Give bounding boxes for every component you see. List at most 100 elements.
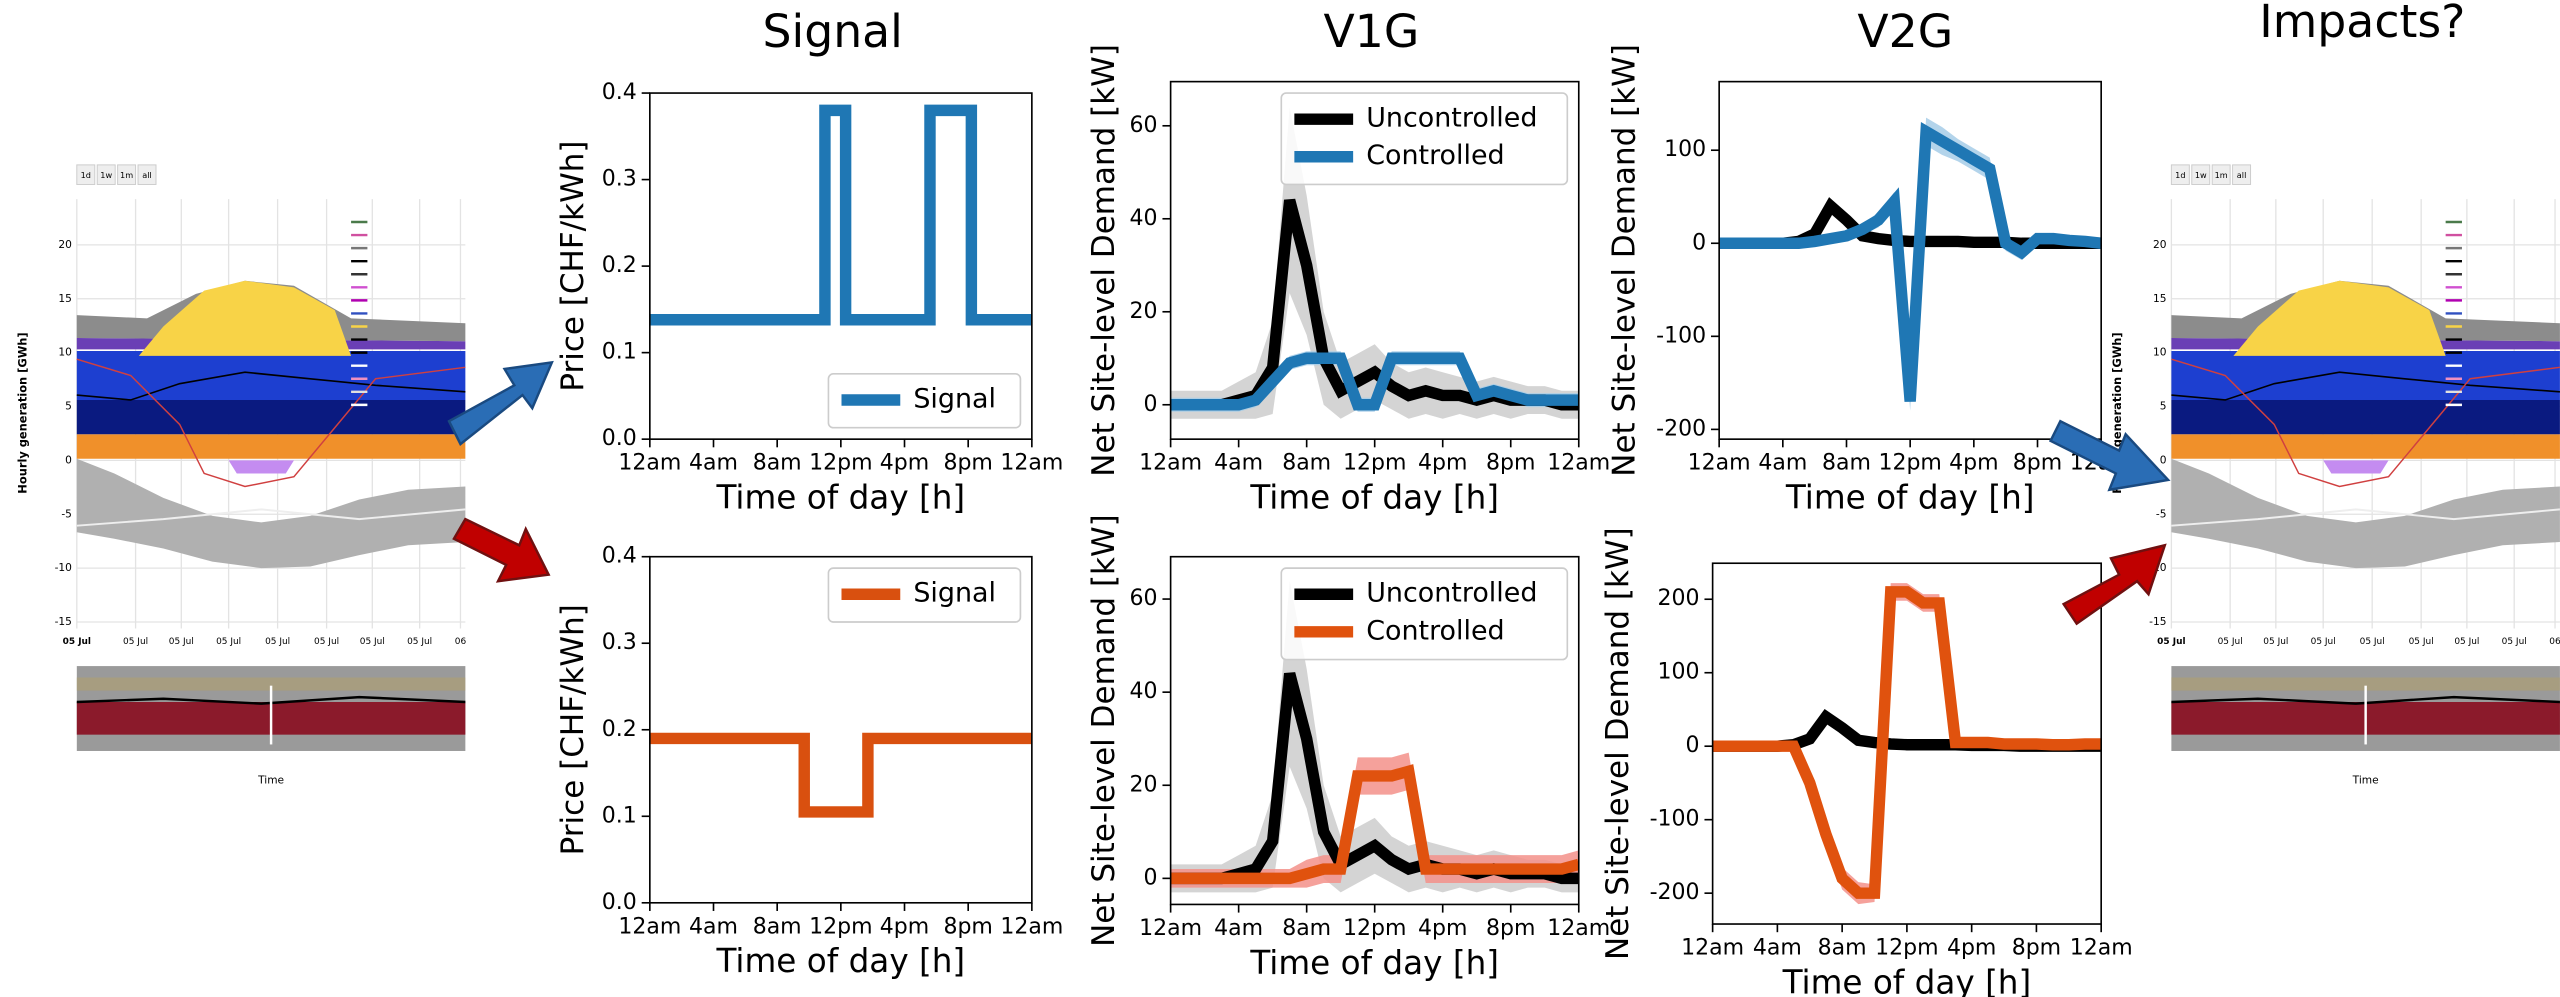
legend-label: Signal	[913, 578, 996, 609]
legend: UncontrolledControlled	[1281, 568, 1567, 659]
series-line	[650, 738, 1032, 812]
x-tick-label: 8am	[753, 914, 802, 939]
y-tick-label: 0.1	[602, 803, 637, 828]
dash-area	[77, 434, 466, 458]
y-tick-label: 0	[1144, 392, 1158, 417]
dash-x-tick: 05 Jul	[2218, 637, 2243, 647]
x-tick-label: 12am	[1000, 914, 1063, 939]
legend-label: Uncontrolled	[1366, 578, 1537, 609]
dash-x-tick: 06	[455, 637, 467, 647]
legend: Uncontrolled Controlled	[1281, 93, 1567, 184]
dash-area	[229, 460, 294, 473]
x-tick-label: 12pm	[809, 451, 872, 476]
x-tick-label: 4am	[1753, 936, 1802, 961]
range-button-label: 1d	[2175, 170, 2185, 180]
x-tick-label: 12am	[1139, 916, 1202, 941]
dash-x-tick: 05 Jul	[169, 637, 194, 647]
x-tick-label: 12pm	[1875, 936, 1938, 961]
y-axis-label: Net Site-level Demand [kW]	[1086, 514, 1122, 947]
y-tick-label: 0.0	[602, 890, 637, 915]
dash-x-tick: 05 Jul	[123, 637, 148, 647]
x-tick-label: 4am	[1214, 451, 1263, 476]
dash-x-tick: 05 Jul	[2157, 637, 2185, 647]
dash-x-tick: 05 Jul	[265, 637, 290, 647]
y-tick-label: -200	[1656, 416, 1706, 441]
dash-area	[2323, 460, 2388, 473]
x-tick-label: 12am	[1688, 451, 1751, 476]
x-tick-label: 8pm	[2012, 936, 2061, 961]
x-axis-label: Time of day [h]	[716, 942, 966, 980]
legend-label: Signal	[913, 383, 996, 414]
dash-x-label: Time	[257, 773, 284, 786]
x-axis-label: Time of day [h]	[1782, 963, 2032, 997]
x-axis-label: Time of day [h]	[1249, 944, 1499, 982]
y-tick-label: 100	[1664, 137, 1706, 162]
x-axis-label: Time of day [h]	[716, 479, 966, 517]
dash-y-tick: 5	[2160, 400, 2167, 413]
x-tick-label: 8am	[753, 451, 802, 476]
column-title: Impacts?	[2259, 0, 2465, 48]
y-tick-label: -100	[1650, 807, 1700, 832]
x-axis-label: Time of day [h]	[1785, 479, 2035, 517]
x-tick-label: 8am	[1822, 451, 1871, 476]
dash-y-tick: 10	[2153, 346, 2167, 359]
dash-x-tick: 05 Jul	[216, 637, 241, 647]
dash-x-tick: 05 Jul	[2454, 637, 2479, 647]
dash-y-tick: -10	[55, 561, 73, 574]
plot	[650, 738, 1032, 812]
legend-label: Controlled	[1366, 140, 1504, 171]
legend-label: Uncontrolled	[1366, 103, 1537, 134]
dash-y-tick: 15	[2153, 292, 2167, 305]
x-tick-label: 8am	[1282, 451, 1331, 476]
dash-area	[2171, 434, 2560, 458]
y-tick-label: -200	[1650, 880, 1700, 905]
range-button-label: 1d	[81, 170, 91, 180]
x-tick-label: 4am	[1214, 916, 1263, 941]
dash-x-tick: 05 Jul	[360, 637, 385, 647]
dash-y-tick: 20	[58, 238, 72, 251]
y-tick-label: 0	[1692, 230, 1706, 255]
column-title: V1G	[1324, 5, 1420, 58]
dash-x-tick: 05 Jul	[2502, 637, 2527, 647]
column-title: V2G	[1857, 5, 1953, 58]
series-line	[1171, 200, 1579, 405]
x-tick-label: 12am	[1547, 451, 1610, 476]
x-tick-label: 8pm	[1486, 916, 1535, 941]
y-tick-label: 0	[1686, 733, 1700, 758]
y-tick-label: 0.0	[602, 426, 637, 451]
dashboard: 1d1w1mall20151050-5-10-1505 Jul05 Jul05 …	[15, 165, 466, 786]
x-tick-label: 8pm	[1486, 451, 1535, 476]
dash-y-tick: 20	[2153, 238, 2167, 251]
range-button-label: all	[142, 170, 152, 180]
dash-y-tick: -5	[61, 507, 72, 520]
y-tick-label: 40	[1130, 206, 1158, 231]
x-tick-label: 12am	[1139, 451, 1202, 476]
arrow	[2064, 545, 2165, 623]
y-tick-label: 0.4	[602, 80, 637, 105]
dash-x-tick: 05 Jul	[2409, 637, 2434, 647]
dash-y-label: Hourly generation [GWh]	[15, 332, 29, 493]
y-tick-label: 20	[1130, 299, 1158, 324]
x-tick-label: 4pm	[1949, 451, 1998, 476]
x-tick-label: 4pm	[880, 914, 929, 939]
y-tick-label: 0.4	[602, 544, 637, 569]
x-tick-label: 12pm	[809, 914, 872, 939]
x-tick-label: 8am	[1282, 916, 1331, 941]
x-tick-label: 12pm	[1343, 916, 1406, 941]
y-axis-label: Net Site-level Demand [kW]	[1600, 527, 1636, 960]
x-tick-label: 4pm	[1947, 936, 1996, 961]
y-tick-label: 60	[1130, 586, 1158, 611]
dash-y-tick: -15	[2149, 615, 2166, 628]
y-tick-label: -100	[1656, 323, 1706, 348]
dash-y-tick: 15	[58, 292, 72, 305]
range-button-label: all	[2237, 170, 2247, 180]
figure: Signal V1G V2G Impacts? 1d1w1mall2015105…	[0, 0, 2560, 997]
column-title: Signal	[762, 5, 902, 58]
series-line	[650, 110, 1032, 319]
y-axis-label: Net Site-level Demand [kW]	[1086, 44, 1122, 477]
x-tick-label: 8pm	[943, 914, 992, 939]
dash-y-tick: -5	[2156, 507, 2167, 520]
dash-area	[77, 400, 466, 434]
arrow	[454, 519, 549, 581]
